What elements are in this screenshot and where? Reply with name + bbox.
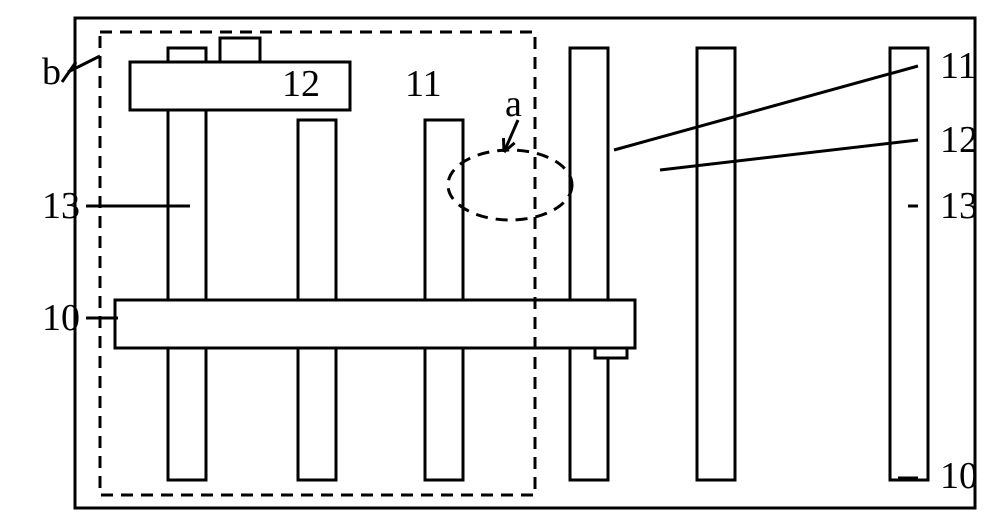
svg-text:12: 12 — [940, 119, 978, 161]
svg-text:13: 13 — [940, 185, 978, 227]
svg-text:13: 13 — [42, 185, 80, 227]
technical-diagram: b 12 11 a 13 10 11 12 13 10 — [0, 0, 1000, 522]
svg-text:11: 11 — [405, 63, 442, 105]
svg-text:10: 10 — [42, 297, 80, 339]
svg-text:a: a — [505, 83, 522, 125]
svg-text:11: 11 — [940, 45, 977, 87]
svg-text:b: b — [42, 51, 61, 93]
svg-text:12: 12 — [282, 63, 320, 105]
svg-text:10: 10 — [940, 455, 978, 497]
